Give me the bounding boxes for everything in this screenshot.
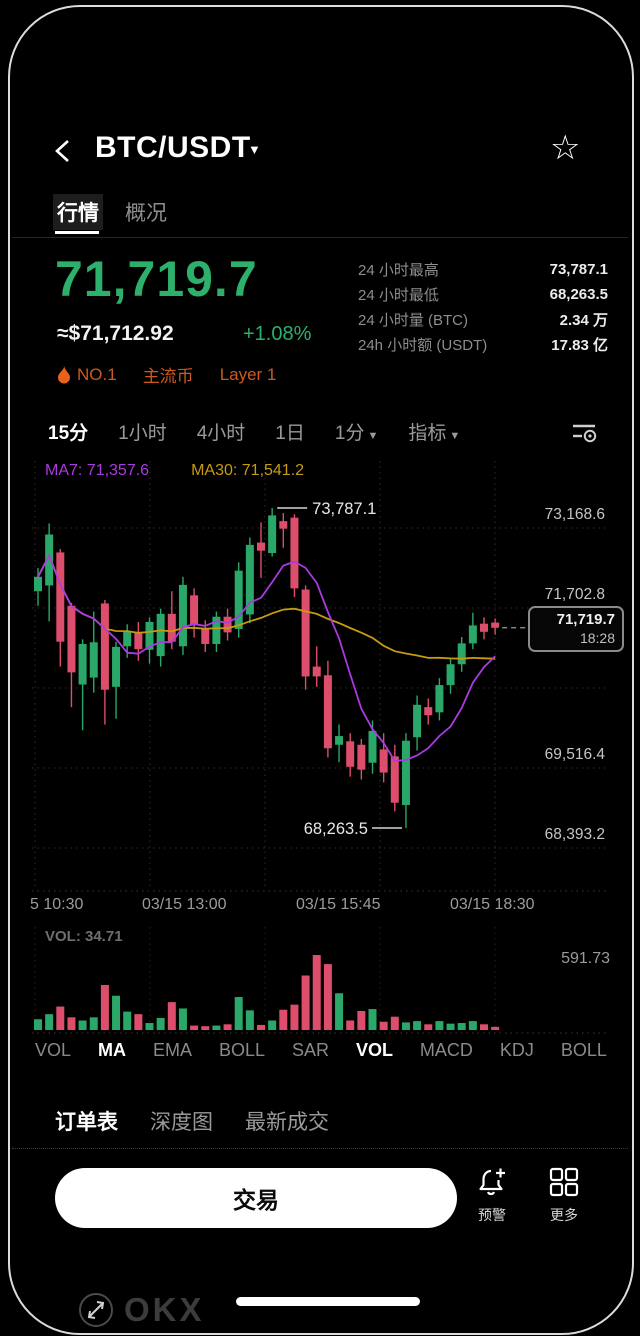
more-button[interactable]: 更多 <box>532 1166 596 1225</box>
tag-price: 71,719.7 <box>556 610 615 628</box>
tab-latest-trades[interactable]: 最新成交 <box>245 1111 329 1134</box>
ma7-label: MA7: 71,357.6 <box>45 462 150 479</box>
stat-label: 24 小时量 (BTC) <box>358 312 469 329</box>
last-price: 71,719.7 <box>55 251 258 307</box>
kline-svg: 73,168.6 71,702.8 69,516.4 68,393.2 73,787.1… <box>32 461 608 892</box>
flame-icon <box>58 365 70 383</box>
indicator-boll-main[interactable]: BOLL <box>218 1040 265 1060</box>
dotted-divider <box>12 1148 628 1149</box>
x-tick: 03/15 15:45 <box>296 896 381 913</box>
svg-text:68,263.5: 68,263.5 <box>304 820 368 838</box>
svg-text:69,516.4: 69,516.4 <box>545 746 606 763</box>
indicator-kdj[interactable]: KDJ <box>499 1040 534 1060</box>
svg-text:73,787.1: 73,787.1 <box>312 500 376 518</box>
indicator-boll-sub[interactable]: BOLL <box>560 1040 607 1060</box>
volume-svg <box>32 927 608 1034</box>
alert-button[interactable]: 预警 <box>460 1166 524 1225</box>
stat-value: 68,263.5 <box>549 286 608 303</box>
grid-icon <box>549 1167 579 1197</box>
alert-label: 预警 <box>478 1207 506 1223</box>
x-tick: 03/15 18:30 <box>450 896 535 913</box>
chevron-down-icon: ▼ <box>367 430 379 442</box>
change-percent: +1.08% <box>243 323 312 345</box>
current-price-tag: 71,719.7 18:28 <box>528 605 624 652</box>
ma30-label: MA30: 71,541.2 <box>191 462 305 479</box>
badge-row: NO.1 主流币 Layer 1 <box>57 362 276 387</box>
badge-mainstream[interactable]: 主流币 <box>142 367 194 386</box>
timeframe-more[interactable]: 1分 ▼ <box>335 418 378 445</box>
stats-panel: 24 小时最高 73,787.1 24 小时最低 68,263.5 24 小时量 (… <box>358 257 608 357</box>
svg-text:71,702.8: 71,702.8 <box>545 586 605 603</box>
stat-value: 17.83 亿 <box>551 337 608 354</box>
indicator-row: VOL MA EMA BOLL SAR VOL MACD KDJ BOLL <box>35 1040 607 1061</box>
indicator-ma[interactable]: MA <box>98 1040 126 1060</box>
tag-time: 18:28 <box>579 629 615 646</box>
svg-text:73,168.6: 73,168.6 <box>545 506 605 523</box>
volume-max-label: 591.73 <box>561 950 610 967</box>
stat-label: 24h 小时额 (USDT) <box>358 337 488 354</box>
stat-value: 73,787.1 <box>549 261 608 278</box>
pair-title[interactable]: BTC/USDT <box>95 131 251 164</box>
indicator-vol-main[interactable]: VOL <box>35 1040 72 1060</box>
timeframe-more-label: 1分 <box>334 423 365 444</box>
watermark: OKX <box>78 1291 205 1329</box>
candlestick-chart[interactable]: 73,168.6 71,702.8 69,516.4 68,393.2 73,787.1… <box>30 453 624 1328</box>
bottom-tab-row: 订单表 深度图 最新成交 <box>55 1106 329 1136</box>
chevron-down-icon: ▼ <box>449 430 461 442</box>
stat-label: 24 小时最低 <box>358 287 439 304</box>
tab-market[interactable]: 行情 <box>53 194 103 230</box>
indicator-ema[interactable]: EMA <box>152 1040 192 1060</box>
timeframe-4h[interactable]: 4小时 <box>196 423 246 444</box>
timeframe-15m[interactable]: 15分 <box>48 423 89 444</box>
stat-row: 24 小时最高 73,787.1 <box>358 257 608 282</box>
back-icon[interactable] <box>52 138 76 164</box>
volume-pane[interactable] <box>30 923 610 1037</box>
volume-label: VOL: 34.71 <box>45 928 123 945</box>
expand-icon[interactable] <box>78 1292 114 1328</box>
indicator-macd[interactable]: MACD <box>419 1040 473 1060</box>
x-tick: 5 10:30 <box>30 896 84 913</box>
home-indicator <box>236 1297 420 1306</box>
indicator-menu[interactable]: 指标 ▼ <box>408 418 460 445</box>
trade-button[interactable]: 交易 <box>55 1168 457 1228</box>
indicator-sar[interactable]: SAR <box>291 1040 329 1060</box>
timeframe-1d[interactable]: 1日 <box>275 423 305 444</box>
badge-rank[interactable]: NO.1 <box>57 365 117 385</box>
tab-order-book[interactable]: 订单表 <box>55 1111 118 1134</box>
badge-rank-label: NO.1 <box>77 364 117 384</box>
favorite-star-icon[interactable]: ☆ <box>550 129 581 167</box>
stat-row: 24 小时量 (BTC) 2.34 万 <box>358 307 608 332</box>
stat-label: 24 小时最高 <box>358 262 439 279</box>
stat-row: 24 小时最低 68,263.5 <box>358 282 608 307</box>
okx-logo: OKX <box>124 1291 205 1328</box>
stat-value: 2.34 万 <box>559 312 608 329</box>
chart-settings-icon[interactable] <box>570 420 600 444</box>
ma-label-row: MA7: 71,357.6 MA30: 71,541.2 <box>45 462 304 480</box>
indicator-vol-sub[interactable]: VOL <box>355 1040 393 1060</box>
x-axis: 5 10:30 03/15 13:00 03/15 15:45 03/15 18… <box>0 896 640 918</box>
badge-layer1[interactable]: Layer 1 <box>219 364 277 384</box>
timeframe-row: 15分 1小时 4小时 1日 1分 ▼ 指标 ▼ <box>48 418 460 445</box>
tab-depth-chart[interactable]: 深度图 <box>150 1111 213 1134</box>
tab-overview[interactable]: 概况 <box>125 202 167 225</box>
svg-text:68,393.2: 68,393.2 <box>545 826 605 843</box>
tab-active-underline <box>55 231 99 234</box>
more-label: 更多 <box>550 1207 578 1223</box>
pair-dropdown-icon[interactable]: ▼ <box>248 142 261 157</box>
fiat-price: ≈$71,712.92 <box>57 322 174 345</box>
stat-row: 24h 小时额 (USDT) 17.83 亿 <box>358 332 608 357</box>
bell-plus-icon <box>479 1168 505 1196</box>
indicator-menu-label: 指标 <box>408 423 447 444</box>
timeframe-1h[interactable]: 1小时 <box>118 423 167 444</box>
x-tick: 03/15 13:00 <box>142 896 227 913</box>
header-divider <box>12 237 628 238</box>
